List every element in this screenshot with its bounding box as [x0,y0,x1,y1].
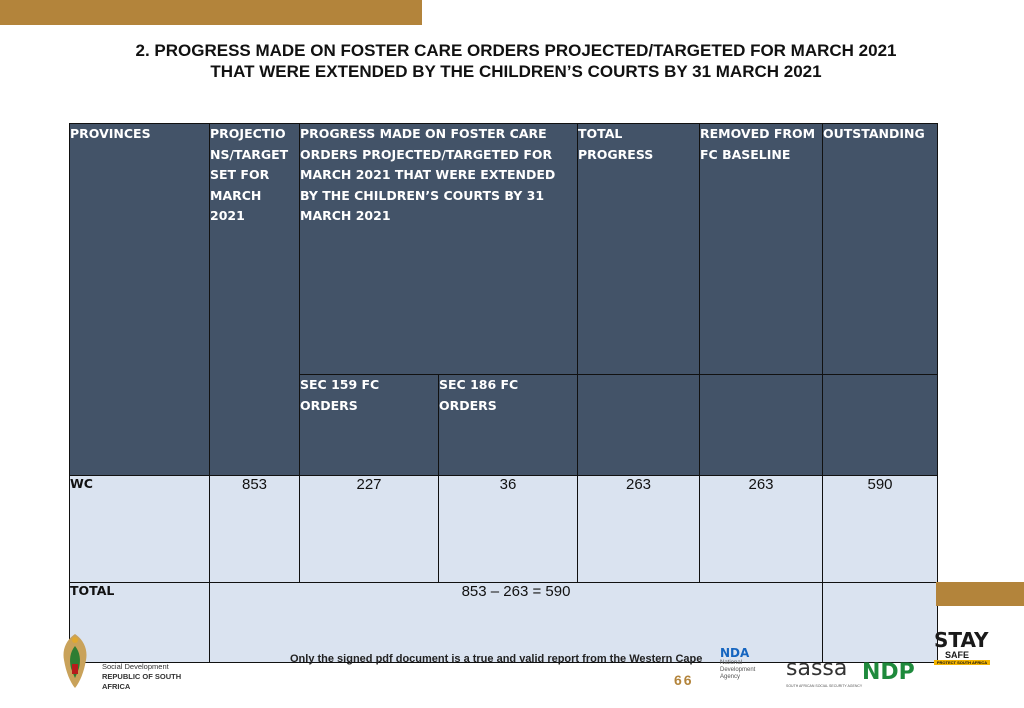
top-accent-bar [0,0,422,25]
table-row: WC 853 227 36 263 263 590 [69,475,938,583]
header-sec159: SEC 159 FC ORDERS [299,374,439,476]
title-line-2: THAT WERE EXTENDED BY THE CHILDREN’S COU… [210,62,822,81]
disclaimer-text: Only the signed pdf document is a true a… [290,653,703,665]
stay-safe-logo: STAY SAFE PROTECT SOUTH AFRICA [934,630,996,692]
header-progress: PROGRESS MADE ON FOSTER CARE ORDERS PROJ… [299,123,578,375]
row-province: WC [69,475,210,583]
page-number: 66 [674,672,694,688]
row-removed: 263 [699,475,823,583]
row-outstanding: 590 [822,475,938,583]
row-sec186: 36 [438,475,578,583]
header-blank-1 [577,374,700,476]
header-projections: PROJECTIO NS/TARGET SET FOR MARCH 2021 [209,123,300,476]
header-removed: REMOVED FROM FC BASELINE [699,123,823,375]
stay-safe-top: STAY [934,628,989,652]
nda-sub: National Development Agency [720,660,756,680]
total-blank [822,582,938,663]
nda-logo: NDA National Development Agency [720,646,770,694]
header-blank-2 [699,374,823,476]
dept-line-1: Social Development [102,662,169,671]
total-label: TOTAL [69,582,210,663]
sassa-sub: SOUTH AFRICAN SOCIAL SECURITY AGENCY [786,684,863,688]
row-sec159: 227 [299,475,439,583]
stay-safe-tag: PROTECT SOUTH AFRICA [934,660,990,665]
ndp-logo: NDP [862,660,915,685]
header-outstanding: OUTSTANDING [822,123,938,375]
right-accent-bar [936,582,1024,606]
stay-safe-mid: SAFE [944,650,969,660]
dept-line-2: REPUBLIC OF SOUTH AFRICA [102,672,182,691]
row-total-progress: 263 [577,475,700,583]
coat-of-arms-icon [63,634,87,688]
dept-text: Social Development REPUBLIC OF SOUTH AFR… [102,662,200,692]
header-provinces: PROVINCES [69,123,210,476]
nda-text: NDA [720,646,750,660]
row-projections: 853 [209,475,300,583]
dsd-logo: Social Development REPUBLIC OF SOUTH AFR… [50,622,200,692]
sassa-logo: sassa [786,656,848,681]
header-blank-3 [822,374,938,476]
foster-care-table: PROVINCES PROJECTIO NS/TARGET SET FOR MA… [69,123,938,663]
title-line-1: 2. PROGRESS MADE ON FOSTER CARE ORDERS P… [135,41,897,60]
page-title: 2. PROGRESS MADE ON FOSTER CARE ORDERS P… [40,40,992,82]
header-total-progress: TOTAL PROGRESS [577,123,700,375]
header-sec186: SEC 186 FC ORDERS [438,374,578,476]
